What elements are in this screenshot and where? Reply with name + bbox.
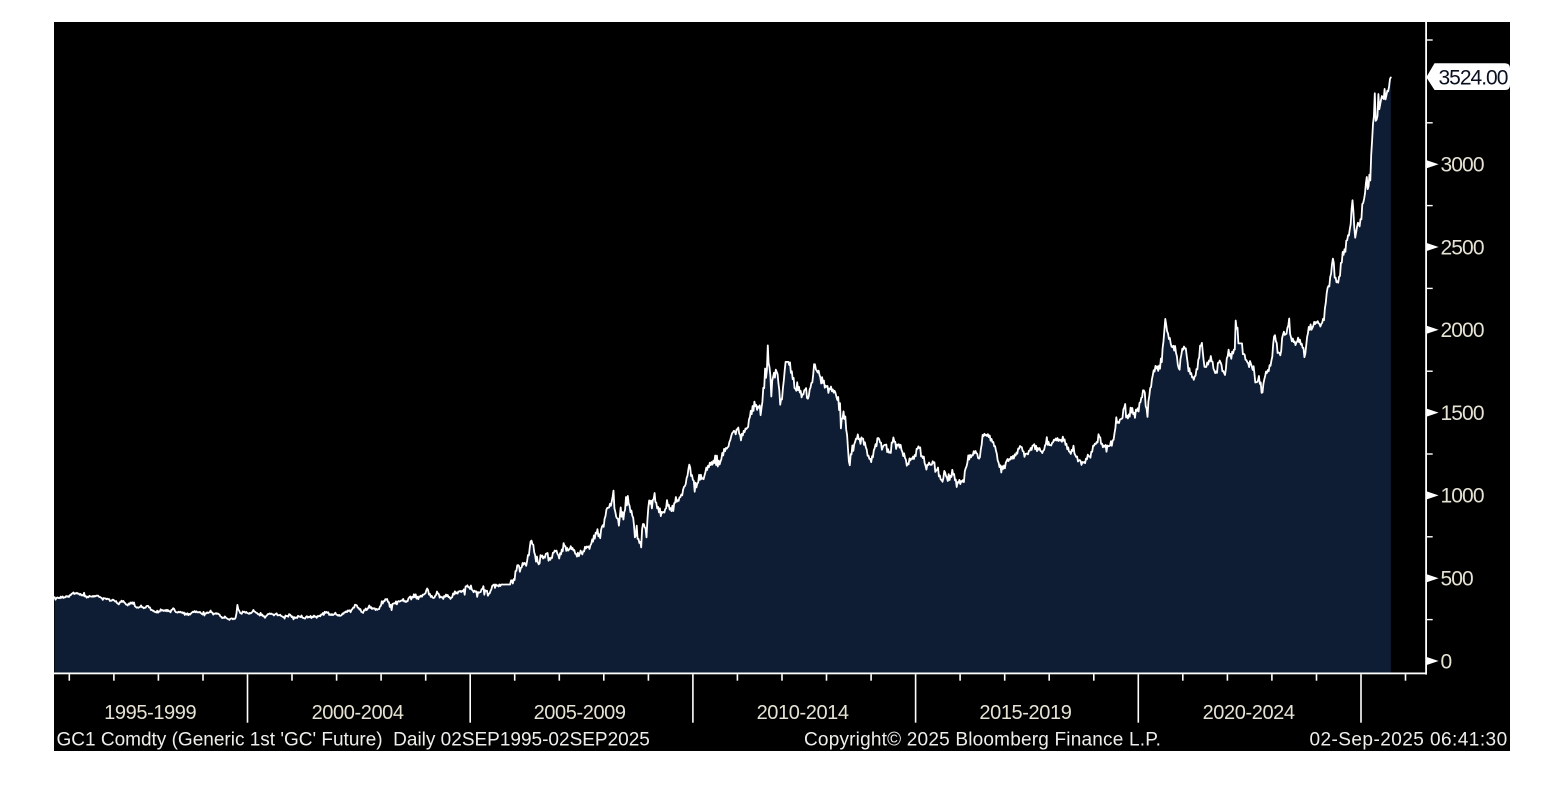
svg-text:2000: 2000 bbox=[1441, 319, 1484, 342]
svg-text:2015-2019: 2015-2019 bbox=[979, 702, 1071, 724]
svg-text:2005-2009: 2005-2009 bbox=[534, 702, 626, 724]
svg-text:2500: 2500 bbox=[1441, 236, 1484, 259]
svg-text:02-Sep-2025 06:41:30: 02-Sep-2025 06:41:30 bbox=[1309, 729, 1507, 750]
svg-text:0: 0 bbox=[1441, 650, 1452, 673]
svg-text:3000: 3000 bbox=[1441, 154, 1484, 177]
svg-text:1500: 1500 bbox=[1441, 402, 1484, 425]
svg-text:2010-2014: 2010-2014 bbox=[757, 702, 849, 724]
svg-text:Copyright© 2025 Bloomberg Fina: Copyright© 2025 Bloomberg Finance L.P. bbox=[804, 729, 1161, 750]
svg-text:1995-1999: 1995-1999 bbox=[104, 702, 196, 724]
svg-text:3524.00: 3524.00 bbox=[1439, 67, 1508, 90]
svg-text:1000: 1000 bbox=[1441, 485, 1484, 508]
svg-text:GC1 Comdty (Generic 1st 'GC' F: GC1 Comdty (Generic 1st 'GC' Future) Dai… bbox=[57, 729, 650, 750]
svg-text:500: 500 bbox=[1441, 568, 1474, 591]
svg-text:2000-2004: 2000-2004 bbox=[312, 702, 404, 724]
svg-text:2020-2024: 2020-2024 bbox=[1203, 702, 1295, 724]
